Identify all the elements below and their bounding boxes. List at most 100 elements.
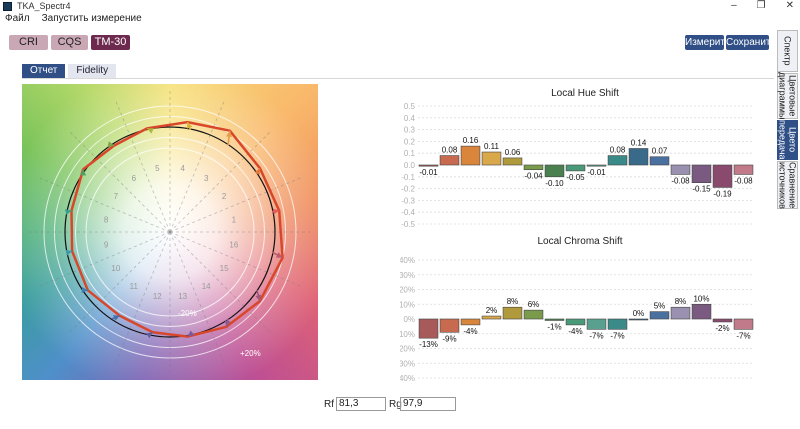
data-label: -2%: [715, 324, 729, 333]
wheel-bin-divider: [115, 100, 171, 233]
y-tick-label: -40%: [400, 374, 415, 383]
bar: [439, 318, 460, 333]
side-tab-color-rendering[interactable]: Цвето передача: [777, 120, 798, 160]
wheel-bin-divider: [169, 131, 271, 233]
bar: [607, 318, 628, 330]
data-label: 0.07: [652, 147, 668, 156]
data-label: 0.11: [484, 142, 500, 151]
test-source-gamut: [70, 120, 284, 338]
wheel-bin-label: 6: [132, 174, 137, 183]
data-label: 8%: [507, 297, 519, 306]
y-tick-label: -0.4: [401, 208, 415, 217]
data-label: -1%: [547, 322, 561, 331]
data-label: 10%: [693, 294, 709, 303]
wheel-bin-label: 9: [104, 241, 109, 250]
color-vector-graphic: 1 2 3 4 5 6 7 8 9 10 11 12 13 14 15 16 -20% +20%: [22, 84, 318, 380]
bar: [565, 164, 586, 172]
data-label: 0%: [633, 309, 645, 318]
color-shift-arrowhead: [64, 209, 72, 215]
color-shift-arrowhead: [107, 141, 115, 148]
bar: [712, 318, 733, 323]
tm30-button[interactable]: TM-30: [91, 35, 130, 50]
data-label: 5%: [654, 302, 666, 311]
measure-button[interactable]: Измерить: [685, 35, 731, 50]
bar: [481, 151, 502, 166]
data-label: 2%: [486, 306, 498, 315]
y-tick-label: 0.4: [404, 114, 416, 123]
menu-file[interactable]: Файл: [5, 13, 30, 24]
close-button[interactable]: ✕: [785, 0, 794, 11]
bar: [628, 318, 649, 321]
hue-shift-chart: 0.5 0.4 0.3 0.2 0.1 0.0 -0.1 -0.2 -0.3 -0.4 -0.5 -0…: [401, 102, 754, 229]
cqs-button[interactable]: CQS: [51, 35, 88, 50]
cri-button[interactable]: CRI: [9, 35, 48, 50]
bar: [502, 306, 523, 320]
maximize-button[interactable]: ❐: [756, 0, 766, 11]
data-label: 6%: [528, 300, 540, 309]
y-tick-label: -0.2: [401, 185, 415, 194]
wheel-ring-label-plus20: +20%: [240, 349, 261, 358]
wheel-bin-label: 1: [232, 215, 237, 224]
y-tick-label: 10%: [400, 300, 415, 309]
bar: [481, 315, 502, 320]
data-label: -4%: [568, 327, 582, 336]
data-label: -0.15: [692, 185, 711, 194]
data-label: -0.19: [713, 189, 732, 198]
color-shift-arrowhead: [187, 330, 195, 337]
wheel-bin-divider: [115, 231, 171, 364]
rf-value-field[interactable]: 81,3: [336, 397, 386, 411]
rg-label: Rg: [389, 399, 402, 410]
bar: [649, 156, 670, 166]
bar: [733, 318, 754, 330]
y-tick-label: -10%: [400, 330, 415, 339]
tab-fidelity[interactable]: Fidelity: [68, 64, 117, 78]
color-shift-arrowhead: [272, 208, 280, 215]
rg-value-field[interactable]: 97,9: [400, 397, 456, 411]
y-tick-label: 0.3: [404, 126, 416, 135]
bar: [649, 311, 670, 320]
bar: [460, 318, 481, 326]
data-label: 0.16: [463, 136, 479, 145]
wheel-bin-label: 5: [155, 164, 160, 173]
bar: [418, 318, 439, 339]
color-shift-arrowhead: [186, 122, 193, 129]
minimize-button[interactable]: –: [731, 0, 737, 11]
y-tick-label: 30%: [400, 271, 415, 280]
wheel-bin-label: 15: [220, 264, 229, 273]
bar: [586, 318, 607, 330]
data-label: 8%: [675, 297, 687, 306]
color-shift-arrowhead: [147, 128, 154, 134]
bar: [670, 306, 691, 320]
data-label: -0.08: [734, 176, 753, 185]
tab-report[interactable]: Отчет: [22, 64, 66, 78]
title-bar: TKA_Spectr4 – ❐ ✕: [0, 0, 800, 12]
y-tick-label: 0.1: [404, 149, 416, 158]
bar: [691, 303, 712, 320]
y-tick-label: -0.3: [401, 196, 415, 205]
bar: [544, 318, 565, 321]
bar: [439, 155, 460, 166]
color-shift-arrowhead: [255, 294, 262, 302]
y-tick-label: -0.1: [401, 173, 415, 182]
wheel-bin-label: 2: [222, 192, 227, 201]
wheel-grid-ring: [75, 137, 265, 327]
data-label: 0.06: [505, 148, 521, 157]
bar: [712, 164, 733, 188]
side-tab-color-diagrams[interactable]: Цветовые диаграммы: [777, 72, 798, 120]
bar: [628, 148, 649, 166]
y-tick-label: 0%: [403, 315, 415, 324]
side-tab-source-comparison[interactable]: Сравнение источников: [777, 161, 798, 209]
save-button[interactable]: Сохранить: [726, 35, 776, 50]
y-tick-label: -20%: [400, 345, 415, 354]
menu-bar: Файл Запустить измерение: [0, 12, 144, 26]
wheel-grid-ring: [85, 147, 255, 317]
y-tick-label: 0.5: [404, 102, 416, 111]
wheel-bin-label: 12: [153, 292, 162, 301]
wheel-grid-ring: [54, 116, 286, 348]
data-label: -7%: [736, 331, 750, 340]
bar: [586, 164, 607, 167]
wheel-bin-label: 10: [111, 264, 120, 273]
menu-run-measurement[interactable]: Запустить измерение: [41, 13, 142, 24]
side-tab-spectrum[interactable]: Спектр: [777, 30, 798, 72]
wheel-bin-label: 14: [202, 282, 211, 291]
